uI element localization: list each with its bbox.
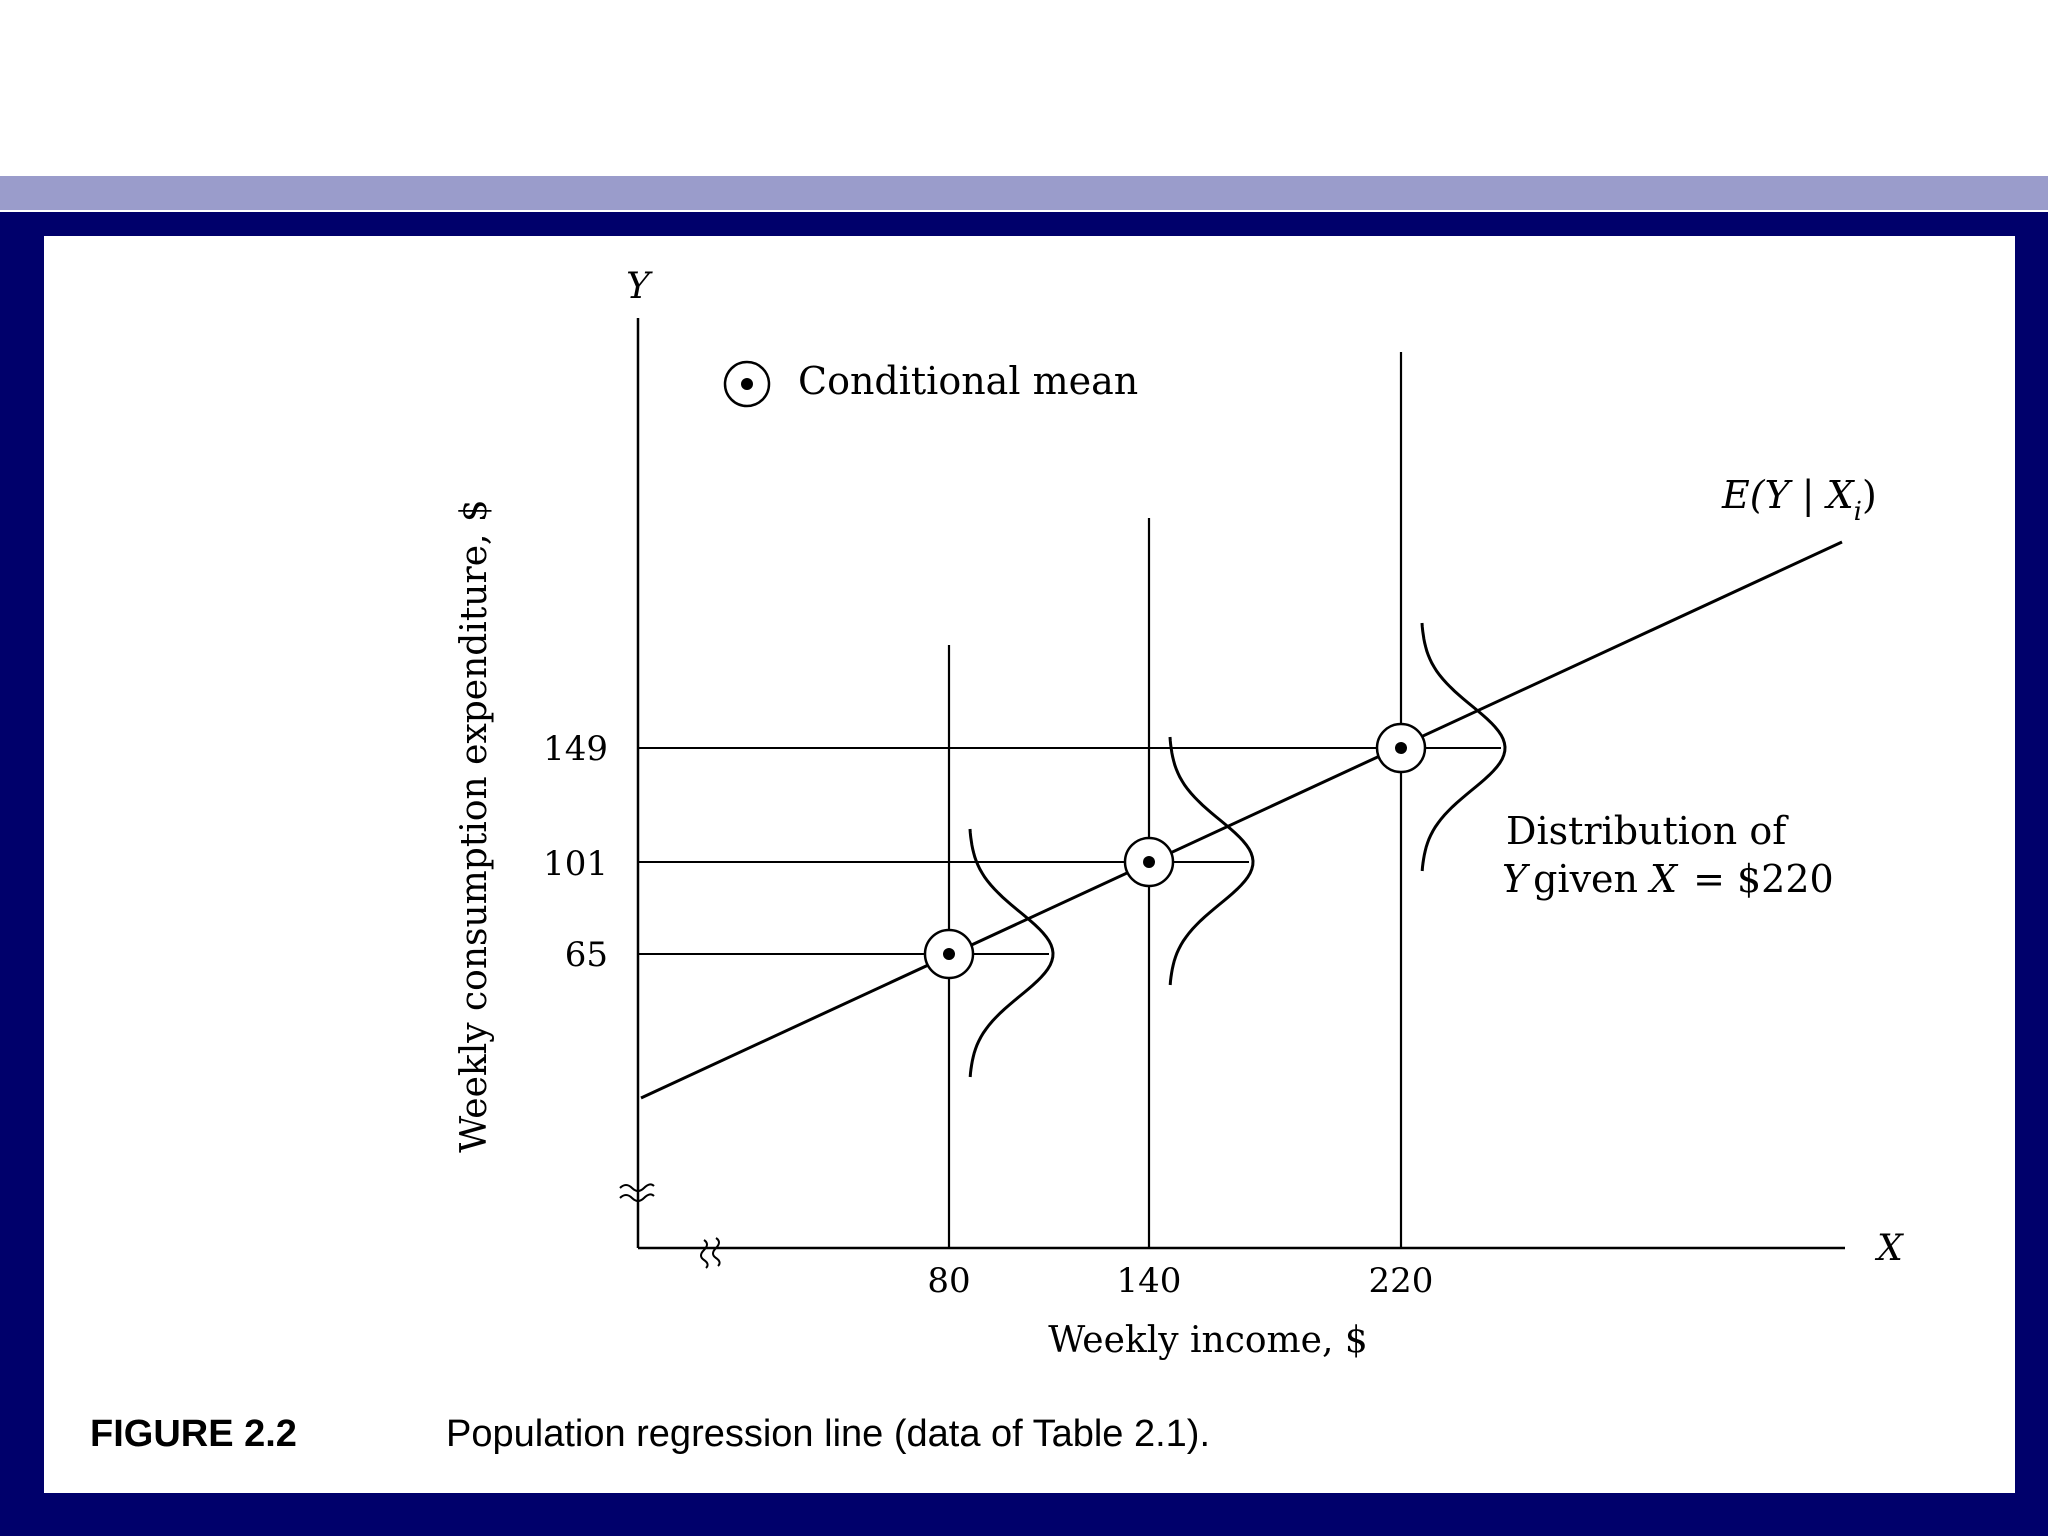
axis-breaks — [619, 1183, 721, 1269]
y-axis-symbol: Y — [626, 266, 653, 307]
figure-number: FIGURE 2.2 — [90, 1413, 297, 1455]
conditional-mean-dot — [1395, 742, 1407, 754]
x-value-lines — [947, 352, 1403, 1248]
x-axis-symbol: X — [1874, 1228, 1904, 1269]
regression-label-sub: i — [1854, 497, 1862, 527]
distribution-curve — [1168, 736, 1255, 986]
conditional-mean-dot — [1143, 856, 1155, 868]
conditional-mean-markers — [923, 722, 1427, 980]
distribution-curve — [968, 828, 1055, 1078]
x-axis-title: Weekly income, $ — [1048, 1320, 1368, 1361]
annotation-given: given — [1533, 857, 1638, 901]
conditional-distributions — [968, 622, 1507, 1078]
annotation-var-x: X — [1647, 857, 1679, 901]
regression-label-main: E(Y | X — [1721, 473, 1856, 517]
slide-top-band — [0, 0, 2048, 176]
x-axis-break-icon — [700, 1237, 721, 1269]
distribution-curve — [1420, 622, 1507, 872]
x-tick-labels: 80 140 220 — [927, 1261, 1433, 1301]
regression-line — [640, 540, 1843, 1100]
y-mean-lines — [638, 747, 1501, 955]
conditional-mean-dot — [943, 948, 955, 960]
annotation-value: = $220 — [1693, 857, 1834, 901]
regression-line-label: E(Y | Xi) — [1721, 473, 1877, 527]
y-tick-label: 101 — [543, 844, 608, 884]
conditional-mean-marker-icon — [723, 360, 771, 408]
y-tick-label: 65 — [565, 935, 608, 975]
slide-accent-line — [0, 210, 2048, 212]
y-tick-label: 149 — [543, 729, 608, 769]
annotation-line-1: Distribution of — [1506, 809, 1789, 853]
y-axis-break-icon — [619, 1183, 655, 1202]
legend: Conditional mean — [723, 359, 1138, 408]
figure-caption: Population regression line (data of Tabl… — [446, 1413, 1210, 1455]
figure-panel — [44, 236, 2015, 1493]
regression-label-close: ) — [1862, 473, 1877, 517]
x-tick-label: 140 — [1117, 1261, 1182, 1301]
y-axis-title: Weekly consumption expenditure, $ — [454, 499, 495, 1153]
y-tick-labels: 149 101 65 — [543, 729, 608, 975]
legend-label: Conditional mean — [798, 359, 1138, 403]
slide-accent-bar — [0, 176, 2048, 210]
x-tick-label: 80 — [927, 1261, 970, 1301]
annotation-var-y: Y — [1502, 857, 1531, 901]
x-tick-label: 220 — [1369, 1261, 1434, 1301]
axes — [636, 318, 1845, 1250]
